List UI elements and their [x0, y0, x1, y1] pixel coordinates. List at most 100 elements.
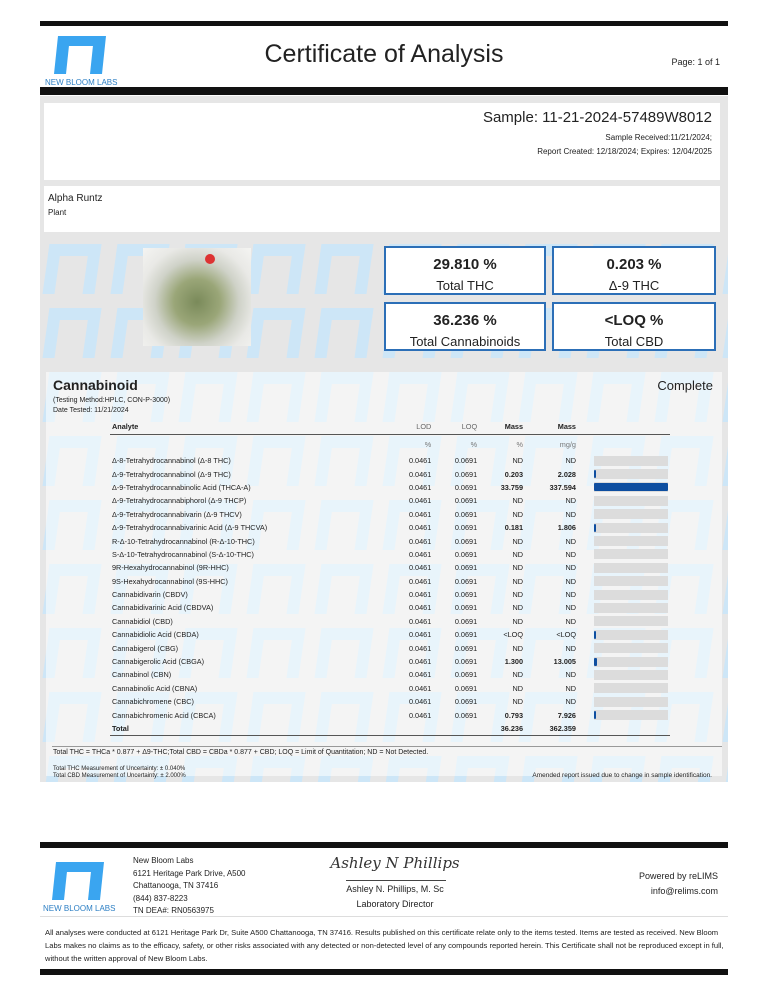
- mass-mg: ND: [565, 549, 576, 559]
- watermark-logo-icon: [722, 564, 728, 614]
- total-thc-card: 29.810 % Total THC: [384, 246, 546, 295]
- table-row: Δ-8-Tetrahydrocannabinol (Δ-8 THC) 0.046…: [110, 454, 670, 467]
- page-title: Certificate of Analysis: [264, 40, 504, 68]
- amended-note: Amended report issued due to change in s…: [532, 772, 712, 779]
- loq-value: 0.0691: [454, 683, 478, 693]
- lod-value: 0.0461: [408, 643, 432, 653]
- cbd-uncertainty: Total CBD Measurement of Uncertainty: ± …: [53, 773, 186, 779]
- table-row: Cannabidivarin (CBDV) 0.0461 0.0691 ND N…: [110, 588, 670, 601]
- bar-track: [594, 710, 668, 721]
- bar-track: [594, 562, 668, 573]
- mass-mg: 2.028: [557, 469, 576, 479]
- bar-track: [594, 629, 668, 640]
- watermark-logo-icon: [722, 372, 728, 422]
- bar-track: [594, 549, 668, 560]
- mass-pct: 0.203: [504, 469, 524, 479]
- mass-pct: ND: [512, 456, 524, 466]
- bar-track: [594, 589, 668, 600]
- total-mg: 362.359: [549, 723, 576, 733]
- bar-cell: [578, 467, 670, 480]
- logo-text: NEW BLOOM LABS: [43, 904, 116, 913]
- total-label: Total: [112, 723, 129, 733]
- date-tested: Date Tested: 11/21/2024: [53, 407, 129, 414]
- watermark-logo-icon: [722, 628, 728, 678]
- loq-value: 0.0691: [454, 456, 478, 466]
- section-title: Cannabinoid: [53, 377, 138, 393]
- cannabinoid-table: Analyte LOD LOQ Mass Mass %%% mg/g Δ-8-Te…: [110, 420, 670, 736]
- bar-fill: [594, 470, 596, 479]
- bar-fill: [594, 523, 596, 532]
- footer-rule: [40, 842, 728, 848]
- lod-value: 0.0461: [408, 536, 432, 546]
- unit: %: [516, 439, 524, 449]
- bar-track: [594, 683, 668, 694]
- powered-by: Powered by reLIMS: [638, 871, 718, 881]
- mass-pct: 33.759: [500, 482, 524, 492]
- section-background: [46, 372, 722, 776]
- lod-value: 0.0461: [408, 469, 432, 479]
- total-cannabinoids-card: 36.236 % Total Cannabinoids: [384, 302, 546, 351]
- mass-mg: ND: [565, 456, 576, 466]
- bar-fill: [594, 630, 596, 639]
- footer-logo: NEW BLOOM LABS: [43, 862, 116, 913]
- mass-pct: ND: [512, 549, 524, 559]
- bar-cell: [578, 641, 670, 654]
- bar-fill: [594, 483, 668, 492]
- bar-cell: [578, 628, 670, 641]
- bar-cell: [578, 521, 670, 534]
- testing-method: (Testing Method:HPLC, CON-P-3000): [53, 397, 171, 404]
- bar-cell: [578, 615, 670, 628]
- lod-value: 0.0461: [408, 523, 432, 533]
- lab-address: New Bloom Labs 6121 Heritage Park Drive,…: [133, 855, 246, 918]
- loq-value: 0.0691: [454, 590, 478, 600]
- card-value: 29.810 %: [433, 256, 497, 273]
- logo-icon: [54, 36, 106, 74]
- mass-pct: ND: [512, 683, 524, 693]
- mass-pct: ND: [512, 576, 524, 586]
- unit: %: [424, 439, 432, 449]
- analyte-name: 9R-Hexahydrocannabinol (9R-HHC): [112, 563, 229, 573]
- watermark-logo-icon: [42, 308, 102, 358]
- table-row: R-Δ-10-Tetrahydrocannabinol (R-Δ-10-THC)…: [110, 534, 670, 547]
- table-row: Cannabigerol (CBG) 0.0461 0.0691 ND ND: [110, 641, 670, 654]
- mass-mg: 13.005: [553, 657, 576, 667]
- mass-pct: ND: [512, 509, 524, 519]
- bar-cell: [578, 601, 670, 614]
- mass-mg: 7.926: [557, 710, 576, 720]
- bar-cell: [578, 481, 670, 494]
- lod-value: 0.0461: [408, 563, 432, 573]
- d9-thc-card: 0.203 % Δ-9 THC: [552, 246, 716, 295]
- lod-value: 0.0461: [408, 496, 432, 506]
- mass-pct: 1.300: [504, 657, 524, 667]
- analyte-name: Cannabinol (CBN): [112, 670, 172, 680]
- lod-value: 0.0461: [408, 603, 432, 613]
- signer-name: Ashley N. Phillips, M. Sc: [346, 884, 444, 894]
- table-row: Cannabinolic Acid (CBNA) 0.0461 0.0691 N…: [110, 682, 670, 695]
- loq-value: 0.0691: [454, 657, 478, 667]
- mass-mg: ND: [565, 670, 576, 680]
- bar-cell: [578, 682, 670, 695]
- bar-cell: [578, 548, 670, 561]
- analyte-name: Cannabidiol (CBD): [112, 616, 173, 626]
- sample-photo: [143, 248, 251, 346]
- signer-title: Laboratory Director: [356, 899, 434, 909]
- lod-value: 0.0461: [408, 482, 432, 492]
- analyte-name: Cannabidiolic Acid (CBDA): [112, 630, 199, 640]
- unit: %: [470, 439, 478, 449]
- loq-value: 0.0691: [454, 469, 478, 479]
- watermark-logo-icon: [314, 308, 374, 358]
- analyte-name: Cannabidivarinic Acid (CBDVA): [112, 603, 214, 613]
- bar-track: [594, 469, 668, 480]
- bar-cell: [578, 534, 670, 547]
- lod-value: 0.0461: [408, 710, 432, 720]
- unit: mg/g: [559, 439, 576, 449]
- col-bar: [578, 420, 670, 435]
- card-label: Total CBD: [604, 334, 664, 349]
- lod-value: 0.0461: [408, 509, 432, 519]
- bar-cell: [578, 508, 670, 521]
- table-row: Cannabidiol (CBD) 0.0461 0.0691 ND ND: [110, 615, 670, 628]
- loq-value: 0.0691: [454, 563, 478, 573]
- mass-pct: ND: [512, 496, 524, 506]
- col-mass-mg: Mass: [525, 420, 578, 435]
- analyte-name: Δ-9-Tetrahydrocannabivarin (Δ-9 THCV): [112, 509, 242, 519]
